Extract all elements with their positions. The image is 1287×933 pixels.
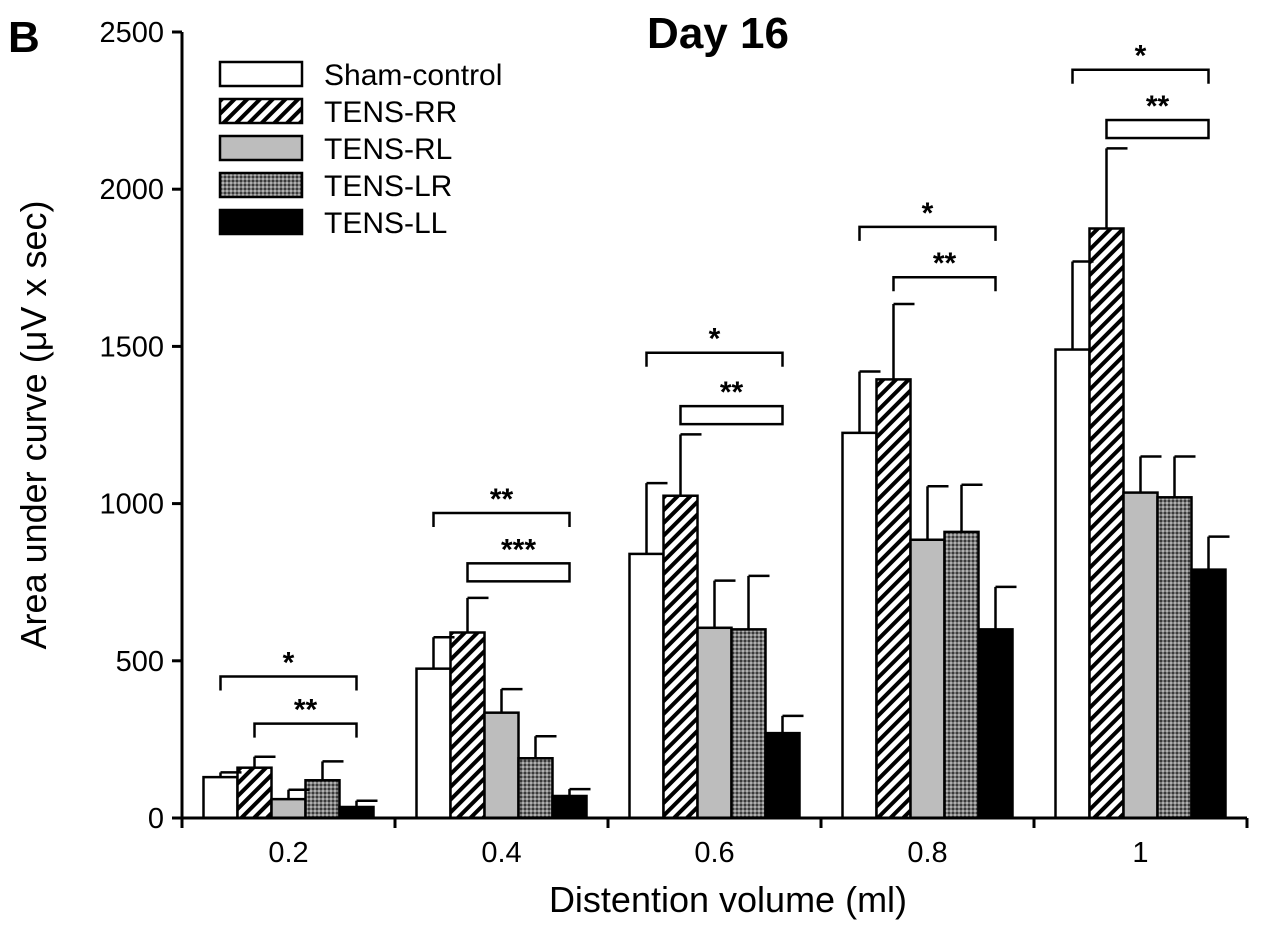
- bar-tens-lr-1: [1156, 496, 1193, 820]
- significance-bracket: [219, 675, 358, 691]
- significance-box: [679, 404, 784, 426]
- bar-tens-ll-0.6: [764, 731, 801, 820]
- bar-tens-lr-0.6: [730, 628, 767, 820]
- legend-label: Sham-control: [324, 59, 502, 92]
- bar-tens-ll-0.2: [338, 805, 375, 820]
- bar-sham-control-0.6: [628, 552, 665, 820]
- bar-tens-rr-0.4: [449, 631, 486, 820]
- bar-tens-rr-0.2: [236, 766, 273, 820]
- bar-tens-rl-0.6: [696, 626, 733, 820]
- bar-sham-control-1: [1054, 348, 1091, 820]
- y-tick-label: 0: [148, 803, 164, 835]
- x-ticks-group: 0.2 0.4 0.6 0.8 1: [180, 818, 1249, 869]
- significance-bracket: [645, 351, 784, 367]
- x-tick-label: 1: [1132, 837, 1148, 869]
- bar-tens-ll-0.4: [551, 794, 588, 820]
- significance-box: [1105, 118, 1210, 140]
- bars-group: [202, 227, 1227, 820]
- bar-tens-rl-0.4: [483, 711, 520, 820]
- bar-tens-rr-1: [1088, 227, 1125, 820]
- legend-swatch: [218, 134, 304, 162]
- significance-bracket: [253, 722, 358, 738]
- significance-bracket: [432, 511, 571, 528]
- x-tick-label: 0.4: [481, 837, 521, 869]
- error-bars-group: [219, 147, 1230, 807]
- y-tick-label: 1000: [99, 489, 164, 521]
- legend-label: TENS-LR: [324, 170, 452, 203]
- legend-label: TENS-RR: [324, 96, 457, 129]
- bar-sham-control-0.8: [841, 431, 878, 820]
- x-tick-label: 0.2: [268, 837, 308, 869]
- bar-tens-lr-0.4: [517, 757, 554, 820]
- y-ticks-group: 0 500 1000 1500 2000 2500: [99, 17, 182, 835]
- legend-swatch: [218, 97, 304, 125]
- significance-stars: **: [294, 694, 318, 727]
- significance-stars: *: [709, 323, 721, 356]
- bar-tens-ll-1: [1190, 568, 1227, 820]
- bar-tens-rr-0.8: [875, 378, 912, 820]
- significance-stars: ***: [501, 533, 536, 566]
- significance-stars: **: [1146, 90, 1170, 123]
- significance-stars: *: [922, 197, 934, 230]
- bar-sham-control-0.4: [415, 667, 452, 820]
- y-tick-label: 500: [116, 646, 164, 678]
- bar-sham-control-0.2: [202, 775, 239, 820]
- bar-tens-rl-0.8: [909, 538, 946, 820]
- chart-title: Day 16: [647, 9, 789, 58]
- legend: Sham-control TENS-RR TENS-RL TENS-LR TENS-LL: [218, 59, 502, 240]
- y-tick-label: 2000: [99, 174, 164, 206]
- bar-tens-lr-0.8: [943, 530, 980, 820]
- significance-bracket: [858, 225, 997, 241]
- y-tick-label: 1500: [99, 331, 164, 363]
- x-axis-label: Distention volume (ml): [549, 879, 907, 920]
- significance-box: [466, 562, 571, 583]
- significance-stars: **: [720, 376, 744, 409]
- significance-stars: *: [1135, 40, 1147, 73]
- legend-swatch: [218, 171, 304, 199]
- legend-swatch: [218, 60, 304, 88]
- legend-label: TENS-LL: [324, 207, 447, 240]
- significance-group: *****************: [219, 40, 1210, 738]
- panel-label: B: [8, 13, 40, 62]
- x-tick-label: 0.6: [694, 837, 734, 869]
- bar-tens-ll-0.8: [977, 628, 1014, 820]
- legend-label: TENS-RL: [324, 133, 452, 166]
- bar-tens-rl-0.2: [270, 797, 307, 820]
- bar-tens-rr-0.6: [662, 494, 699, 820]
- significance-bracket: [1071, 68, 1210, 84]
- significance-bracket: [892, 275, 997, 292]
- significance-stars: *: [283, 647, 295, 680]
- y-axis-label: Area under curve (μV x sec): [13, 201, 54, 650]
- significance-stars: **: [933, 247, 957, 280]
- significance-stars: **: [490, 483, 514, 516]
- bar-tens-rl-1: [1122, 491, 1159, 820]
- legend-swatch: [218, 208, 304, 236]
- x-tick-label: 0.8: [907, 837, 947, 869]
- bar-tens-lr-0.2: [304, 779, 341, 820]
- y-tick-label: 2500: [99, 17, 164, 49]
